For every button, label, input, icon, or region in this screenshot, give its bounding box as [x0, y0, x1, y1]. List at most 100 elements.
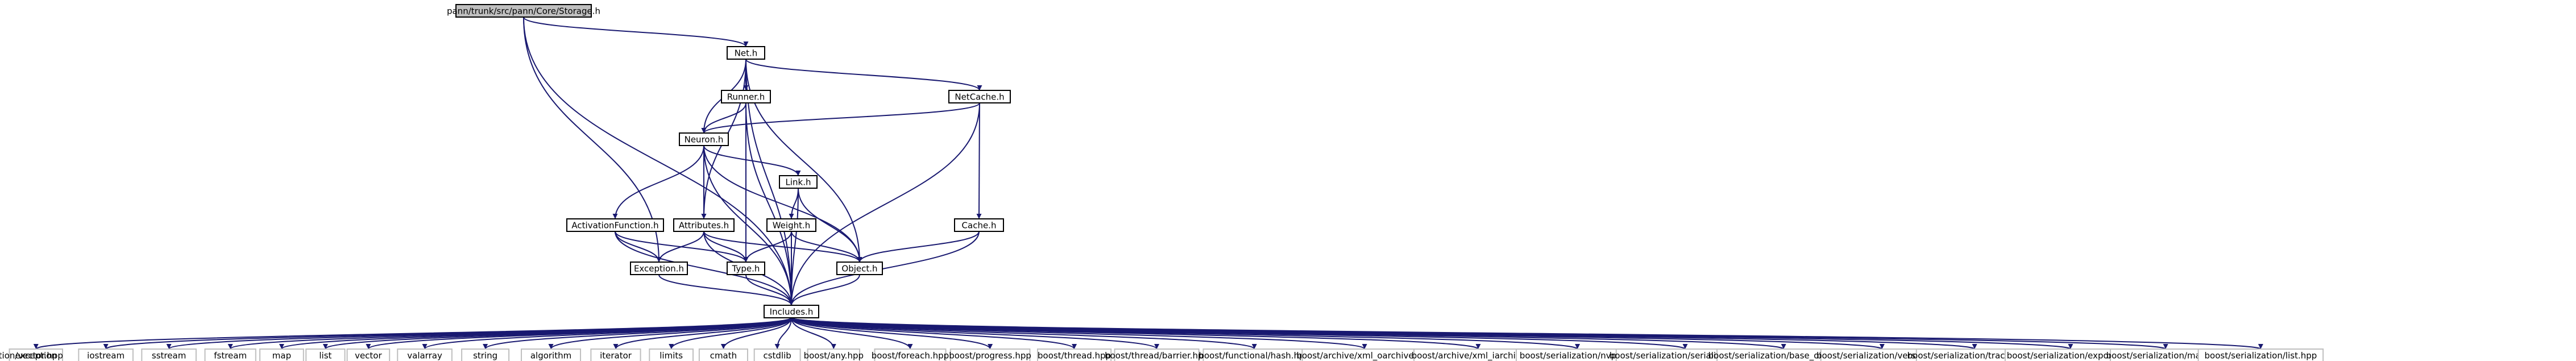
- edge-includes-to-l_map: [279, 317, 792, 350]
- node-l-limits: limits: [649, 348, 694, 361]
- nodes-layer: pann/trunk/src/pann/Core/Storage.h Net.h R…: [0, 4, 2324, 361]
- node-attributes[interactable]: Attributes.h: [673, 218, 735, 232]
- node-box: [346, 348, 391, 361]
- edge-activation-to-exception: [615, 231, 662, 263]
- node-neuron[interactable]: Neuron.h: [679, 132, 729, 146]
- edge-includes-to-l_cstdlib: [774, 317, 792, 350]
- edge-net-to-netcache: [745, 59, 982, 91]
- node-l-cmath: cmath: [698, 348, 748, 361]
- node-l-slist: boost/serialization/list.hpp: [2197, 348, 2324, 361]
- node-box: [721, 90, 771, 103]
- edges-layer: [34, 16, 2263, 350]
- edge-cache-to-includes: [789, 231, 980, 306]
- node-label: boost/serialization/nvp.hpp: [1520, 351, 1636, 361]
- node-l-iostream: iostream: [78, 348, 134, 361]
- node-l-version: boost/serialization/version.hpp: [1816, 348, 1948, 361]
- node-label: boost/archive/xml_iarchive.hpp: [1412, 351, 1545, 361]
- node-box: [521, 348, 582, 361]
- edge-includes-to-l_iostream: [103, 317, 792, 350]
- node-l-export: boost/serialization/export.hpp: [2004, 348, 2137, 361]
- node-label: cmath: [710, 351, 737, 361]
- node-box: [807, 348, 861, 361]
- edge-netcache-to-neuron: [701, 102, 980, 134]
- node-l-nvp: boost/serialization/nvp.hpp: [1515, 348, 1640, 361]
- node-l-any: boost/any.hpp: [804, 348, 864, 361]
- node-label: boost/foreach.hpp: [872, 351, 949, 361]
- node-box: [753, 348, 801, 361]
- node-label: string: [473, 351, 497, 361]
- node-label: boost/serialization/export.hpp: [2007, 351, 2134, 361]
- edge-weight-to-object: [791, 231, 862, 263]
- node-link[interactable]: Link.h: [779, 175, 818, 189]
- node-cache[interactable]: Cache.h: [954, 218, 1004, 232]
- node-l-fstream: fstream: [204, 348, 256, 361]
- edge-includes-to-l_limits: [669, 317, 792, 350]
- node-box: [455, 4, 592, 18]
- edge-storage-to-net: [523, 16, 749, 47]
- node-box: [2197, 348, 2324, 361]
- node-l-progress: boost/progress.hpp: [949, 348, 1031, 361]
- edge-includes-to-l_version: [791, 317, 1885, 350]
- node-label: boost/functional/hash.hpp: [1198, 351, 1310, 361]
- node-label: boost/serialization/vector.hpp: [0, 351, 63, 361]
- node-l-string: string: [461, 348, 510, 361]
- node-label: Includes.h: [770, 307, 814, 317]
- node-activation[interactable]: ActivationFunction.h: [566, 218, 664, 232]
- node-runner[interactable]: Runner.h: [721, 90, 771, 103]
- node-box: [949, 348, 1031, 361]
- edge-includes-to-l_slist: [791, 317, 2263, 350]
- node-label: boost/thread.hpp: [1038, 351, 1111, 361]
- node-net[interactable]: Net.h: [727, 46, 765, 60]
- node-label: boost/serialization/list.hpp: [2205, 351, 2317, 361]
- node-box: [630, 262, 688, 275]
- node-l-xml-oarchive: boost/archive/xml_oarchive.hpp: [1296, 348, 1433, 361]
- node-label: Exception.h: [634, 264, 684, 274]
- node-l-list: list: [305, 348, 346, 361]
- node-box: [649, 348, 694, 361]
- edge-includes-to-l_any: [791, 317, 836, 350]
- edge-includes-to-l_foreach: [791, 317, 913, 350]
- node-object[interactable]: Object.h: [836, 262, 883, 275]
- node-box: [698, 348, 748, 361]
- node-label: Neuron.h: [685, 135, 724, 145]
- node-label: boost/any.hpp: [804, 351, 864, 361]
- node-box: [78, 348, 134, 361]
- node-label: iterator: [600, 351, 632, 361]
- node-type[interactable]: Type.h: [727, 262, 765, 275]
- edge-link-to-object: [798, 188, 862, 263]
- node-exception[interactable]: Exception.h: [630, 262, 688, 275]
- node-label: Type.h: [732, 264, 760, 274]
- edge-activation-to-includes: [615, 231, 794, 306]
- node-box: [954, 218, 1004, 232]
- node-weight[interactable]: Weight.h: [766, 218, 816, 232]
- node-label: boost/serialization/version.hpp: [1816, 351, 1948, 361]
- edge-includes-to-l_barrier: [791, 317, 1159, 350]
- edge-netcache-to-cache: [976, 102, 982, 219]
- edge-attributes-to-object: [703, 231, 862, 263]
- node-l-sstream: sstream: [141, 348, 197, 361]
- node-label: exception: [15, 351, 57, 361]
- edge-includes-to-l_string: [483, 317, 792, 350]
- edge-link-to-includes: [789, 188, 799, 306]
- node-label: cstdlib: [763, 351, 791, 361]
- node-label: Cache.h: [962, 221, 997, 231]
- node-l-algorithm: algorithm: [521, 348, 582, 361]
- node-l-cstdlib: cstdlib: [753, 348, 801, 361]
- node-label: NetCache.h: [955, 92, 1004, 102]
- node-l-exception: exception: [9, 348, 64, 361]
- node-label: Runner.h: [727, 92, 765, 102]
- edge-netcache-to-includes: [789, 102, 980, 306]
- node-box: [461, 348, 510, 361]
- node-includes[interactable]: Includes.h: [764, 305, 819, 318]
- node-netcache[interactable]: NetCache.h: [948, 90, 1011, 103]
- node-l-map: map: [259, 348, 304, 361]
- node-l-svector: boost/serialization/vector.hpp: [0, 351, 63, 361]
- node-box: [566, 218, 664, 232]
- node-storage[interactable]: pann/trunk/src/pann/Core/Storage.h: [447, 4, 600, 18]
- node-box: [766, 218, 816, 232]
- edge-neuron-to-object: [703, 145, 862, 263]
- edge-includes-to-l_iterator: [613, 317, 792, 350]
- node-box: [259, 348, 304, 361]
- node-label: sstream: [152, 351, 186, 361]
